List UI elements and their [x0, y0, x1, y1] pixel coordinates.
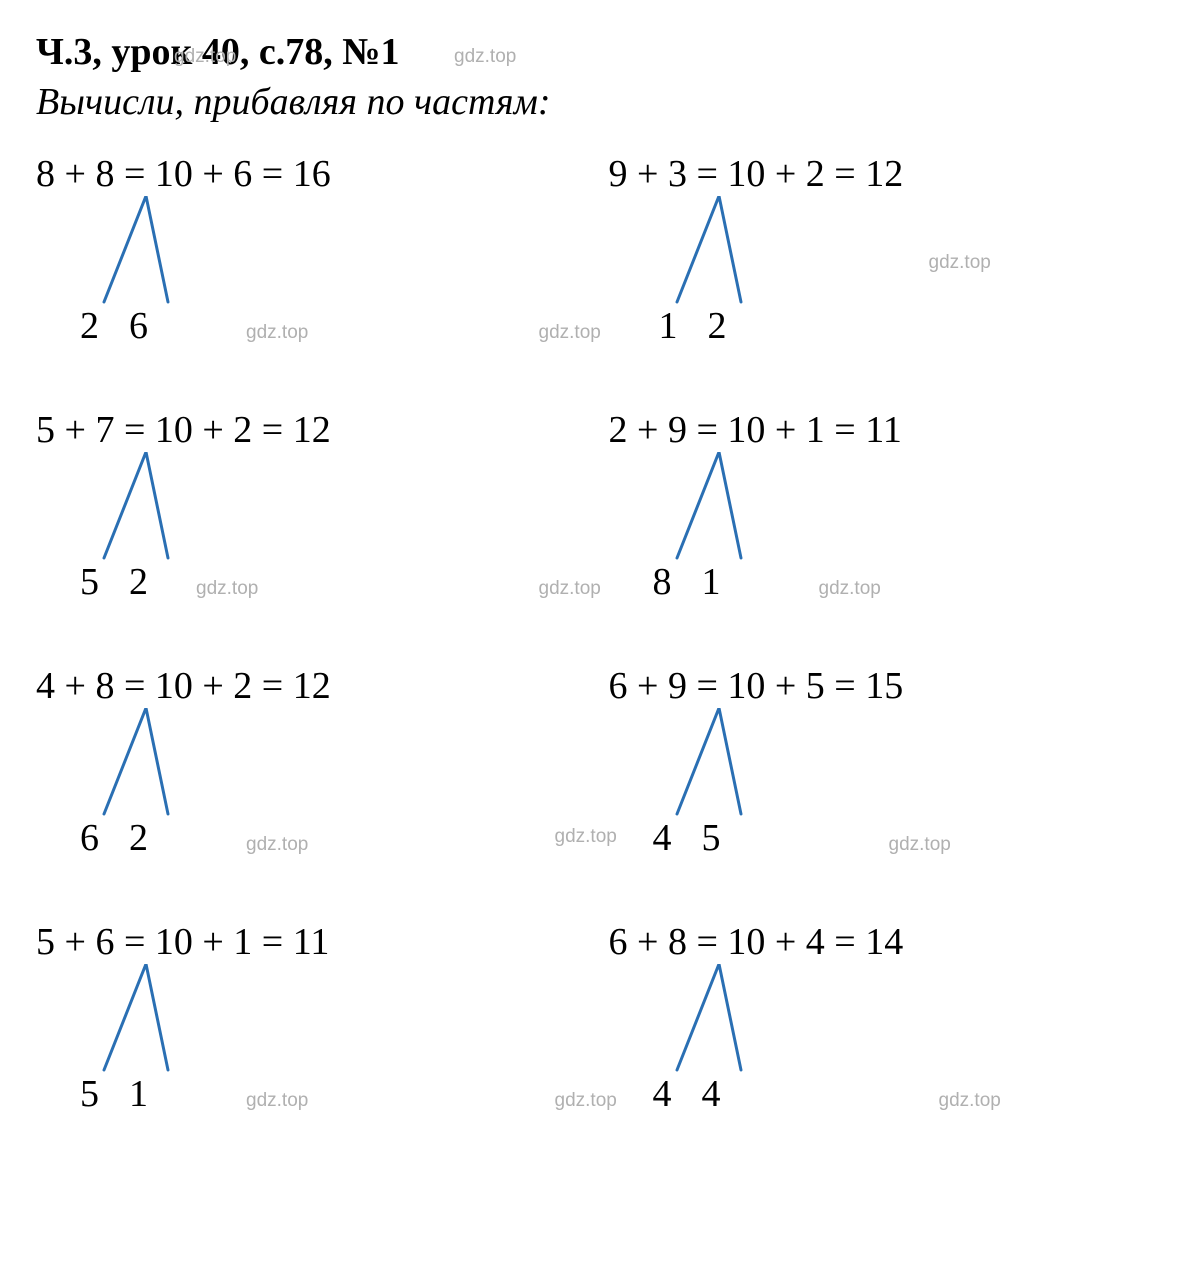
equation-lhs-a: 6 + [609, 665, 668, 707]
problem: 9 + 3 = 10 + 2 = 1212gdz.topgdz.top [609, 152, 1152, 382]
branch-right-value: 5 [702, 816, 721, 860]
branch-labels: 62 [80, 816, 148, 860]
equation: 6 + 9 = 10 + 5 = 15 [609, 664, 904, 708]
equation-rest: = 10 + 1 = 11 [687, 409, 902, 451]
watermark: gdz.top [555, 1090, 617, 1112]
equation-lhs-a: 6 + [609, 921, 668, 963]
equation-addend: 8 [668, 921, 687, 963]
problems-grid: 8 + 8 = 10 + 6 = 1626gdz.top9 + 3 = 10 +… [36, 152, 1151, 1150]
watermark: gdz.top [454, 46, 516, 68]
branch-labels: 12 [659, 304, 727, 348]
problem: 5 + 7 = 10 + 2 = 12 52 gdz.top [36, 408, 579, 638]
fork-icon [96, 196, 196, 306]
branch-labels: 51 [80, 1072, 148, 1116]
watermark: gdz.top [539, 578, 601, 600]
watermark: gdz.top [555, 826, 617, 848]
branch-right-value: 1 [702, 560, 721, 604]
equation-addend: 6 [95, 921, 114, 963]
problem: 6 + 9 = 10 + 5 = 1545gdz.topgdz.top [609, 664, 1152, 894]
equation-rest: = 10 + 2 = 12 [687, 153, 903, 195]
equation-rest: = 10 + 1 = 11 [114, 921, 329, 963]
watermark: gdz.top [889, 834, 951, 856]
equation: 6 + 8 = 10 + 4 = 14 [609, 920, 904, 964]
equation-lhs-a: 8 + [36, 153, 95, 195]
watermark: gdz.top [246, 834, 308, 856]
branch-right-value: 2 [129, 560, 148, 604]
branch-left-value: 8 [653, 560, 672, 604]
fork-icon [96, 708, 196, 818]
branch-left-value: 4 [653, 816, 672, 860]
watermark: gdz.top [939, 1090, 1001, 1112]
branch-labels: 26 [80, 304, 148, 348]
equation-addend: 9 [668, 409, 687, 451]
equation: 9 + 3 = 10 + 2 = 12 [609, 152, 904, 196]
fork-icon [669, 964, 769, 1074]
instruction-text: Вычисли, прибавляя по частям: [36, 80, 1151, 124]
fork-icon [669, 452, 769, 562]
equation-lhs-a: 2 + [609, 409, 668, 451]
problem: 8 + 8 = 10 + 6 = 16 26 gdz.top [36, 152, 579, 382]
equation-lhs-a: 5 + [36, 409, 95, 451]
equation-addend: 8 [95, 153, 114, 195]
equation-lhs-a: 4 + [36, 665, 95, 707]
watermark: gdz.top [246, 1090, 308, 1112]
fork-icon [669, 708, 769, 818]
branch-left-value: 2 [80, 304, 99, 348]
branch-labels: 81 [653, 560, 721, 604]
equation-lhs-a: 9 + [609, 153, 668, 195]
watermark: gdz.top [246, 322, 308, 344]
watermark: gdz.top [196, 578, 258, 600]
watermark: gdz.top [819, 578, 881, 600]
watermark: gdz.top [539, 322, 601, 344]
branch-labels: 44 [653, 1072, 721, 1116]
branch-right-value: 6 [129, 304, 148, 348]
branch-left-value: 6 [80, 816, 99, 860]
equation-addend: 8 [95, 665, 114, 707]
branch-left-value: 1 [659, 304, 678, 348]
problem: 4 + 8 = 10 + 2 = 12 62 gdz.top [36, 664, 579, 894]
branch-left-value: 4 [653, 1072, 672, 1116]
equation: 5 + 7 = 10 + 2 = 12 [36, 408, 331, 452]
problem: 2 + 9 = 10 + 1 = 1181gdz.topgdz.top [609, 408, 1152, 638]
equation-lhs-a: 5 + [36, 921, 95, 963]
fork-icon [669, 196, 769, 306]
equation: 2 + 9 = 10 + 1 = 11 [609, 408, 902, 452]
watermark: gdz.top [929, 252, 991, 274]
branch-right-value: 1 [129, 1072, 148, 1116]
problem: 6 + 8 = 10 + 4 = 1444gdz.topgdz.top [609, 920, 1152, 1150]
equation: 5 + 6 = 10 + 1 = 11 [36, 920, 329, 964]
branch-left-value: 5 [80, 1072, 99, 1116]
problem: 5 + 6 = 10 + 1 = 11 51 gdz.top [36, 920, 579, 1150]
equation-rest: = 10 + 2 = 12 [114, 665, 330, 707]
branch-right-value: 2 [129, 816, 148, 860]
branch-right-value: 2 [708, 304, 727, 348]
branch-right-value: 4 [702, 1072, 721, 1116]
equation: 8 + 8 = 10 + 6 = 16 [36, 152, 331, 196]
fork-icon [96, 452, 196, 562]
branch-labels: 45 [653, 816, 721, 860]
equation-addend: 3 [668, 153, 687, 195]
branch-labels: 52 [80, 560, 148, 604]
equation-rest: = 10 + 4 = 14 [687, 921, 903, 963]
equation-rest: = 10 + 2 = 12 [114, 409, 330, 451]
equation: 4 + 8 = 10 + 2 = 12 [36, 664, 331, 708]
equation-addend: 7 [95, 409, 114, 451]
branch-left-value: 5 [80, 560, 99, 604]
fork-icon [96, 964, 196, 1074]
watermark: gdz.top [174, 46, 236, 68]
equation-rest: = 10 + 6 = 16 [114, 153, 330, 195]
equation-rest: = 10 + 5 = 15 [687, 665, 903, 707]
equation-addend: 9 [668, 665, 687, 707]
